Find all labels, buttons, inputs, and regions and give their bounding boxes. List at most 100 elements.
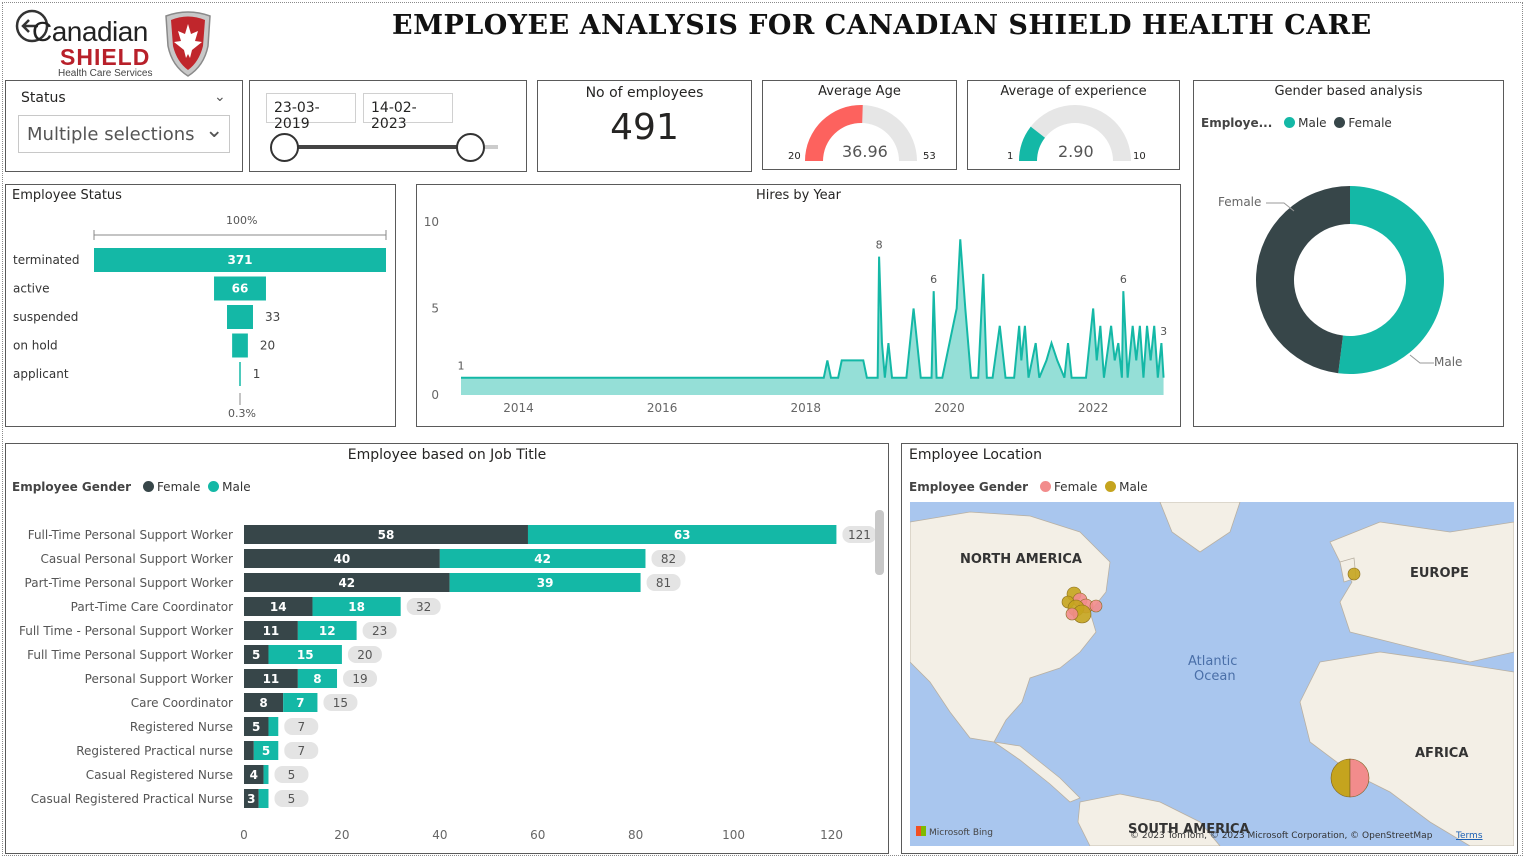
gender-legend-female[interactable]: Female <box>1334 116 1392 130</box>
job-category-label: Registered Nurse <box>130 720 233 734</box>
employees-kpi-label: No of employees <box>585 85 704 101</box>
job-bar-female[interactable] <box>244 525 528 544</box>
date-slider-end-handle[interactable] <box>456 133 485 162</box>
job-category-label: Casual Personal Support Worker <box>41 552 234 566</box>
status-dropdown-value: Multiple selections <box>27 124 195 145</box>
job-total-badge <box>406 598 441 615</box>
job-bar-female[interactable] <box>244 741 254 760</box>
job-bar-female[interactable] <box>244 549 440 568</box>
job-bar-male[interactable] <box>253 741 279 760</box>
job-bar-male[interactable] <box>449 573 641 592</box>
funnel-bar-suspended[interactable] <box>227 305 253 329</box>
experience-gauge-min: 1 <box>1007 151 1014 162</box>
experience-gauge-max: 10 <box>1133 151 1146 162</box>
funnel-category-label: active <box>13 282 49 296</box>
employee-location-card: Employee Location Employee Gender Female… <box>901 443 1518 854</box>
job-bar-male[interactable] <box>527 525 837 544</box>
job-bar-male[interactable] <box>263 765 269 784</box>
hires-by-year-card: Hires by Year 0 5 10 2014 2016 2018 2020 2022 1 8… <box>416 184 1181 427</box>
job-total-value: 5 <box>288 768 296 782</box>
donut-slice-male[interactable] <box>1338 186 1444 375</box>
job-chart-scrollbar[interactable] <box>875 510 884 575</box>
job-legend-female[interactable]: Female <box>142 480 200 494</box>
job-bar-female[interactable] <box>244 669 298 688</box>
job-male-value: 12 <box>319 624 336 638</box>
job-female-value: 4 <box>250 768 258 782</box>
date-slider-track <box>284 145 498 149</box>
status-dropdown[interactable]: Multiple selections ⌄ <box>18 115 230 153</box>
job-bar-female[interactable] <box>244 573 450 592</box>
job-total-value: 121 <box>848 528 871 542</box>
job-legend-male[interactable]: Male <box>208 480 251 494</box>
gender-legend-male[interactable]: Male <box>1284 116 1327 130</box>
hires-x-tick: 2018 <box>791 401 822 415</box>
date-slider-start-handle[interactable] <box>270 133 299 162</box>
employee-status-funnel: terminated 371 active 66 suspended 33 on hold 2… <box>13 230 387 405</box>
funnel-bar-active[interactable] <box>214 276 266 301</box>
map-bubble[interactable] <box>1347 567 1361 581</box>
map-canvas[interactable]: NORTH AMERICA EUROPE AFRICA SOUTH AMERIC… <box>910 502 1514 846</box>
map-label-north-america: NORTH AMERICA <box>960 552 1082 567</box>
map-legend-female[interactable]: Female <box>1039 480 1097 494</box>
donut-slice-female[interactable] <box>1256 186 1350 374</box>
job-bar-male[interactable] <box>312 597 401 616</box>
map-legend-male[interactable]: Male <box>1105 480 1148 494</box>
job-bar-male[interactable] <box>268 645 342 664</box>
gender-donut-chart <box>1256 186 1444 375</box>
funnel-top-percent: 100% <box>226 214 258 227</box>
map-label-south-america: SOUTH AMERICA <box>1128 822 1250 837</box>
world-map <box>910 502 1514 846</box>
donut-label-female: Female <box>1218 195 1262 209</box>
job-bar-male[interactable] <box>439 549 646 568</box>
job-bar-male[interactable] <box>297 669 338 688</box>
job-total-badge <box>284 718 319 735</box>
donut-leader-male <box>1409 354 1434 364</box>
map-bubble[interactable] <box>1089 599 1103 613</box>
job-female-value: 58 <box>378 528 395 542</box>
hires-area-chart: 0 5 10 2014 2016 2018 2020 2022 1 8 6 6 3 <box>424 215 1167 415</box>
map-pie-female[interactable] <box>1349 758 1370 798</box>
job-bar-female[interactable] <box>244 789 259 808</box>
funnel-bar-applicant[interactable] <box>239 362 241 386</box>
map-label-africa: AFRICA <box>1415 746 1469 761</box>
job-bar-female[interactable] <box>244 693 284 712</box>
job-x-tick: 60 <box>530 828 545 842</box>
experience-gauge <box>1019 105 1131 161</box>
job-bar-female[interactable] <box>244 645 269 664</box>
map-bubble[interactable] <box>1065 607 1079 621</box>
job-bar-female[interactable] <box>244 597 313 616</box>
job-bar-female[interactable] <box>244 717 269 736</box>
status-slicer: Status ⌄ Multiple selections ⌄ <box>5 80 243 172</box>
donut-label-male: Male <box>1434 355 1463 369</box>
map-terms-link[interactable]: Terms <box>1456 831 1483 841</box>
job-total-badge <box>347 646 382 663</box>
funnel-category-label: on hold <box>13 339 58 353</box>
hires-data-label: 6 <box>1120 273 1127 286</box>
end-date-input[interactable]: 14-02-2023 <box>363 93 453 132</box>
job-category-label: Care Coordinator <box>131 696 233 710</box>
start-date-input[interactable]: 23-03-2019 <box>266 93 356 132</box>
funnel-bar-terminated[interactable] <box>94 248 386 272</box>
funnel-category-label: applicant <box>13 367 69 381</box>
experience-gauge-track <box>1019 105 1131 161</box>
job-x-tick: 40 <box>432 828 447 842</box>
hires-y-tick: 0 <box>431 388 439 402</box>
age-gauge-card: Average Age 36.96 20 53 <box>762 80 957 170</box>
job-bar-female[interactable] <box>244 765 264 784</box>
map-attribution[interactable]: © 2023 TomTom, © 2023 Microsoft Corporat… <box>1130 831 1433 841</box>
job-x-tick: 100 <box>722 828 745 842</box>
job-bar-male[interactable] <box>268 717 279 736</box>
chevron-down-icon[interactable]: ⌄ <box>214 89 226 105</box>
job-bar-male[interactable] <box>283 693 318 712</box>
job-bar-male[interactable] <box>297 621 357 640</box>
funnel-bar-on-hold[interactable] <box>232 333 248 358</box>
map-label-ocean-1: Atlantic <box>1188 654 1238 669</box>
job-bar-male[interactable] <box>258 789 269 808</box>
hires-line[interactable] <box>461 239 1165 379</box>
job-x-tick: 0 <box>240 828 248 842</box>
map-pie-male[interactable] <box>1330 758 1351 798</box>
job-category-label: Casual Registered Nurse <box>86 768 233 782</box>
job-bar-female[interactable] <box>244 621 298 640</box>
job-total-value: 82 <box>661 552 676 566</box>
